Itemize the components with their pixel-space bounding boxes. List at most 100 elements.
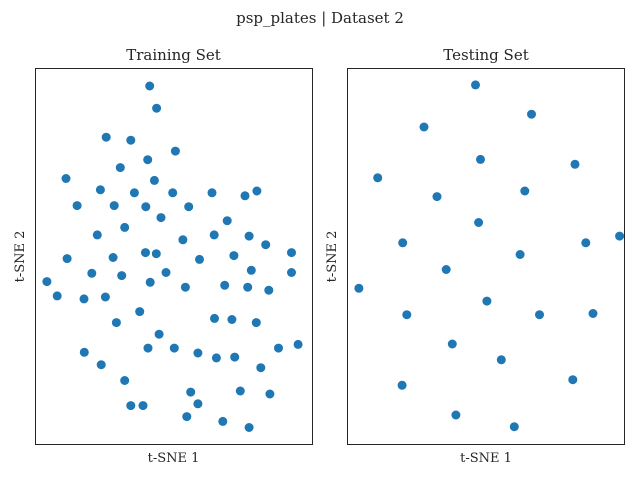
testing-panel: Testing Set t-SNE 1 t-SNE 2 [325, 46, 625, 466]
training-point [235, 386, 245, 396]
training-point [195, 254, 204, 264]
training-point [252, 186, 262, 196]
training-point [178, 235, 188, 245]
training-point [79, 294, 89, 304]
training-point [52, 291, 62, 301]
testing-point [535, 310, 544, 320]
training-point [256, 363, 266, 373]
training-point [141, 202, 151, 212]
testing-point [397, 380, 407, 390]
testing-point [373, 173, 383, 183]
testing-title: Testing Set [443, 46, 528, 64]
training-point [182, 412, 192, 422]
training-point [111, 318, 121, 328]
testing-point [588, 309, 598, 318]
training-point [186, 387, 196, 397]
training-point [230, 352, 240, 362]
training-point [193, 399, 203, 409]
training-point [209, 230, 219, 240]
training-point [218, 416, 228, 426]
training-point [274, 343, 283, 353]
training-point [138, 401, 148, 411]
training-point [109, 201, 119, 211]
training-point [169, 343, 179, 353]
testing-point [581, 238, 591, 248]
training-point [72, 201, 82, 211]
training-point [261, 240, 271, 250]
training-point [149, 175, 159, 185]
testing-point [520, 186, 530, 196]
training-point [42, 277, 52, 287]
training-point [193, 348, 203, 358]
testing-point [451, 410, 461, 420]
training-point [145, 81, 155, 91]
testing-x-axis-label: t-SNE 1 [460, 451, 512, 466]
training-point [180, 282, 190, 292]
training-point [265, 389, 275, 399]
training-point [220, 280, 230, 290]
testing-point [447, 339, 457, 349]
testing-point [615, 231, 625, 241]
training-point [95, 185, 105, 195]
testing-points [354, 80, 625, 432]
training-point [293, 339, 303, 349]
training-point [61, 174, 71, 183]
training-panel: Training Set t-SNE 1 t-SNE 2 [13, 46, 313, 466]
training-point [145, 277, 155, 287]
testing-point [354, 283, 364, 293]
training-point [246, 265, 256, 275]
training-point [154, 329, 164, 339]
testing-point [471, 80, 480, 90]
testing-point [402, 310, 412, 320]
training-point [229, 251, 239, 261]
training-point [184, 202, 194, 212]
training-point [108, 253, 118, 262]
training-point [151, 249, 161, 259]
testing-point [432, 192, 442, 202]
training-point [161, 268, 171, 277]
training-point [243, 282, 253, 292]
testing-point [398, 238, 408, 248]
training-point [170, 146, 180, 156]
training-point [210, 313, 219, 323]
training-point [207, 188, 217, 198]
training-point [264, 285, 274, 295]
testing-point [482, 296, 492, 306]
testing-point [441, 265, 451, 274]
training-point [100, 292, 110, 302]
testing-point [509, 422, 519, 432]
training-point [168, 188, 178, 198]
training-points [42, 81, 303, 432]
testing-point [570, 159, 580, 169]
training-point [222, 216, 232, 226]
training-point [87, 268, 97, 278]
training-point [115, 163, 125, 173]
training-point [120, 222, 130, 232]
training-plot-frame [35, 68, 313, 445]
testing-point [568, 375, 578, 385]
training-point [156, 213, 166, 223]
testing-point [474, 218, 484, 227]
training-point [129, 188, 139, 198]
training-point [96, 360, 106, 370]
training-point [143, 343, 153, 353]
training-point [101, 132, 111, 142]
training-point [126, 401, 136, 411]
training-point [152, 103, 162, 113]
training-point [211, 353, 221, 363]
training-point [120, 376, 130, 385]
training-point [287, 268, 296, 277]
training-point [251, 318, 261, 328]
training-point [79, 347, 89, 357]
testing-point [527, 109, 536, 119]
training-point [244, 423, 254, 432]
training-point [227, 315, 237, 324]
testing-y-axis-label: t-SNE 2 [325, 231, 340, 283]
training-point [62, 254, 72, 264]
figure-title: psp_plates | Dataset 2 [236, 9, 404, 27]
testing-point [496, 355, 506, 365]
training-point [143, 155, 153, 165]
training-x-axis-label: t-SNE 1 [148, 451, 200, 466]
training-point [240, 191, 250, 201]
training-point [92, 230, 102, 240]
